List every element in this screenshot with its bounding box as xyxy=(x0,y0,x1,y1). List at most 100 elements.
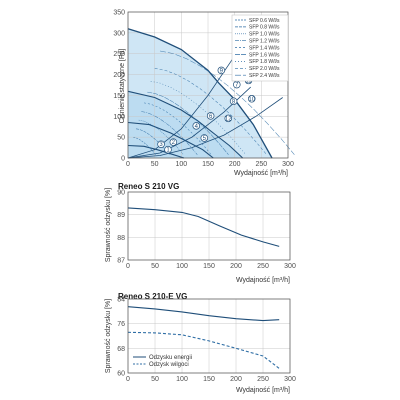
operating-point-label: 12 xyxy=(225,116,232,122)
moisture-recovery-line xyxy=(127,331,280,369)
pressure-curves xyxy=(127,28,295,159)
legend-box xyxy=(231,14,289,82)
moisture-legend-label: Odzysk wilgoci xyxy=(149,362,189,368)
vg-series xyxy=(127,207,280,247)
y-tick-label: 84 xyxy=(117,297,125,304)
operating-point-marker xyxy=(224,114,233,123)
y-tick-label: 350 xyxy=(113,10,125,17)
x-tick-label: 0 xyxy=(126,161,130,168)
working-area xyxy=(128,28,272,159)
system-curve xyxy=(127,55,236,159)
y-tick-label: 60 xyxy=(117,371,125,378)
y-tick-label: 0 xyxy=(121,156,125,163)
legend-label: SFP 2.0 W/l/s xyxy=(249,66,280,72)
x-tick-label: 100 xyxy=(176,376,188,383)
x-tick-label: 250 xyxy=(255,161,267,168)
fan-curve xyxy=(127,121,214,159)
efficiency-chart-vg: Reneo S 210 VG 0 50 100 150 200 250 300 87 88 89… xyxy=(105,182,296,284)
sfp-iso-line xyxy=(159,50,295,155)
operating-point-label: 9 xyxy=(220,68,224,74)
x-tick-label: 200 xyxy=(230,263,242,270)
plot-frame xyxy=(127,298,291,374)
y-tick-label: 68 xyxy=(117,346,125,353)
legend-label: SFP 0.6 W/l/s xyxy=(249,18,280,24)
pressure-x-ticks: 0 50 100 150 200 250 300 xyxy=(126,161,294,168)
e-vg-chart-title: Reneo S 210-E VG xyxy=(118,292,187,301)
y-tick-label: 89 xyxy=(117,212,125,219)
e-vg-axes xyxy=(127,298,291,374)
operating-point-marker xyxy=(192,122,201,130)
x-tick-label: 50 xyxy=(151,263,159,270)
efficiency-line xyxy=(127,207,280,247)
x-tick-label: 100 xyxy=(175,161,187,168)
e-vg-y-ticks: 60 68 76 84 xyxy=(117,297,125,378)
operating-point-marker xyxy=(169,138,178,146)
sfp-iso-line xyxy=(141,111,198,155)
efficiency-chart-e-vg: Reneo S 210-E VG 0 50 100 150 200 250 300 60 68… xyxy=(105,292,296,394)
legend-label: SFP 1.2 W/l/s xyxy=(249,39,280,45)
x-tick-label: 200 xyxy=(230,376,242,383)
operating-point-marker xyxy=(229,97,238,106)
operating-point-label: 1 xyxy=(166,148,170,154)
pressure-y-label: Ciśnienie statyczne [Pa] xyxy=(119,49,126,124)
y-tick-label: 200 xyxy=(113,72,125,79)
legend-label: SFP 1.6 W/l/s xyxy=(249,52,280,58)
operating-point-marker xyxy=(206,112,215,120)
pressure-y-ticks: 0 50 100 150 200 250 300 350 xyxy=(113,10,125,163)
legend-label: SFP 2.4 W/l/s xyxy=(249,73,280,79)
pressure-axes xyxy=(127,11,289,159)
vg-x-label: Wydajność [m³/h] xyxy=(236,277,290,284)
y-tick-label: 150 xyxy=(113,93,125,100)
operating-point-label: 5 xyxy=(203,136,207,142)
x-tick-label: 150 xyxy=(203,376,215,383)
operating-point-label: 3 xyxy=(159,142,163,148)
fan-curve xyxy=(127,144,185,159)
fan-curve xyxy=(127,28,273,159)
x-tick-label: 0 xyxy=(126,376,130,383)
y-tick-label: 76 xyxy=(117,321,125,328)
operating-point-label: 8 xyxy=(232,99,236,105)
y-tick-label: 300 xyxy=(113,30,125,37)
e-vg-series xyxy=(127,306,280,369)
vg-axes xyxy=(127,191,291,261)
e-vg-y-label: Sprawność odzysku [%] xyxy=(105,299,112,373)
y-tick-label: 87 xyxy=(117,258,125,265)
x-tick-label: 200 xyxy=(229,161,241,168)
operating-point-label: 10 xyxy=(248,97,255,103)
x-tick-label: 100 xyxy=(176,263,188,270)
operating-point-label: 11 xyxy=(245,78,252,84)
sfp-iso-line xyxy=(154,68,267,155)
sfp-iso-line xyxy=(138,119,184,155)
pressure-x-label: Wydajność [m³/h] xyxy=(234,170,288,177)
recovery-legend: Odzysku energii Odzysk wilgoci xyxy=(133,355,192,368)
legend-label: SFP 0.8 W/l/s xyxy=(249,25,280,31)
y-tick-label: 90 xyxy=(117,190,125,197)
vg-chart-title: Reneo S 210 VG xyxy=(118,182,179,191)
x-tick-label: 0 xyxy=(126,263,130,270)
x-tick-label: 150 xyxy=(203,263,215,270)
operating-point-marker xyxy=(157,140,165,148)
e-vg-x-label: Wydajność [m³/h] xyxy=(236,387,290,394)
sfp-iso-line xyxy=(150,81,247,155)
vg-y-label: Sprawność odzysku [%] xyxy=(105,188,112,262)
legend-label: SFP 1.4 W/l/s xyxy=(249,45,280,51)
sfp-iso-line xyxy=(147,91,229,155)
operating-point-marker xyxy=(164,145,172,154)
x-tick-label: 300 xyxy=(284,263,296,270)
vg-y-ticks: 87 88 89 90 xyxy=(117,190,125,265)
plot-frame xyxy=(127,11,289,159)
x-tick-label: 50 xyxy=(151,376,159,383)
y-tick-label: 100 xyxy=(113,114,125,121)
x-tick-label: 150 xyxy=(202,161,214,168)
energy-recovery-line xyxy=(127,306,280,322)
x-tick-label: 250 xyxy=(257,376,269,383)
y-tick-label: 250 xyxy=(113,51,125,58)
x-tick-label: 250 xyxy=(257,263,269,270)
operating-point-label: 6 xyxy=(209,114,213,120)
operating-point-label: 2 xyxy=(172,140,176,146)
